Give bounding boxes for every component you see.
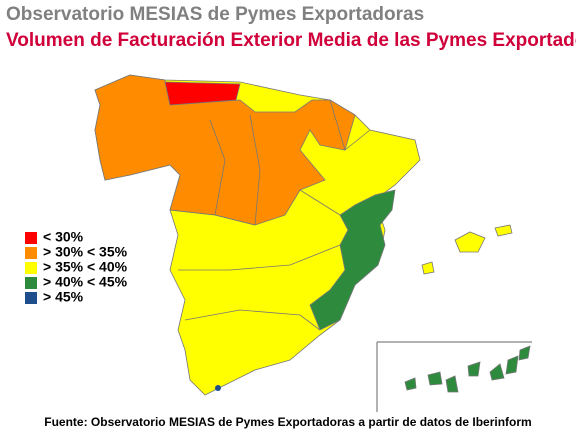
province-border (299, 189, 341, 216)
legend-swatch (25, 262, 37, 274)
province-border (184, 309, 321, 331)
canary-island (467, 361, 481, 377)
title: Observatorio MESIAS de Pymes Exportadora… (6, 4, 424, 25)
island (494, 224, 513, 237)
canary-island (505, 355, 519, 375)
canary-island (445, 375, 459, 393)
source: Fuente: Observatorio MESIAS de Pymes Exp… (44, 415, 531, 429)
canary-island (427, 371, 443, 386)
legend-swatch (25, 232, 37, 244)
island (421, 261, 435, 275)
legend-swatch (25, 247, 37, 259)
canary-island (518, 345, 531, 361)
canary-island (404, 377, 417, 391)
subtitle: Volumen de Facturación Exterior Media de… (6, 30, 576, 51)
map (94, 74, 531, 396)
orange-region (94, 74, 356, 226)
province-border (249, 114, 261, 226)
province-border (178, 244, 341, 271)
province-border (209, 119, 226, 216)
legend-swatch (25, 292, 37, 304)
legend-swatch (25, 277, 37, 289)
ceuta (215, 385, 221, 391)
island (454, 231, 486, 253)
canary-island (489, 363, 505, 381)
legend-label: > 45% (43, 289, 84, 305)
province-border (329, 99, 371, 151)
legend-label: > 40% < 45% (43, 274, 128, 290)
red-region (164, 81, 241, 106)
legend: < 30%> 30% < 35%> 35% < 40%> 40% < 45%> … (25, 229, 128, 305)
legend-label: > 35% < 40% (43, 259, 128, 275)
legend-label: > 30% < 35% (43, 244, 128, 260)
legend-label: < 30% (43, 229, 84, 245)
canary-inset-frame (376, 341, 532, 412)
